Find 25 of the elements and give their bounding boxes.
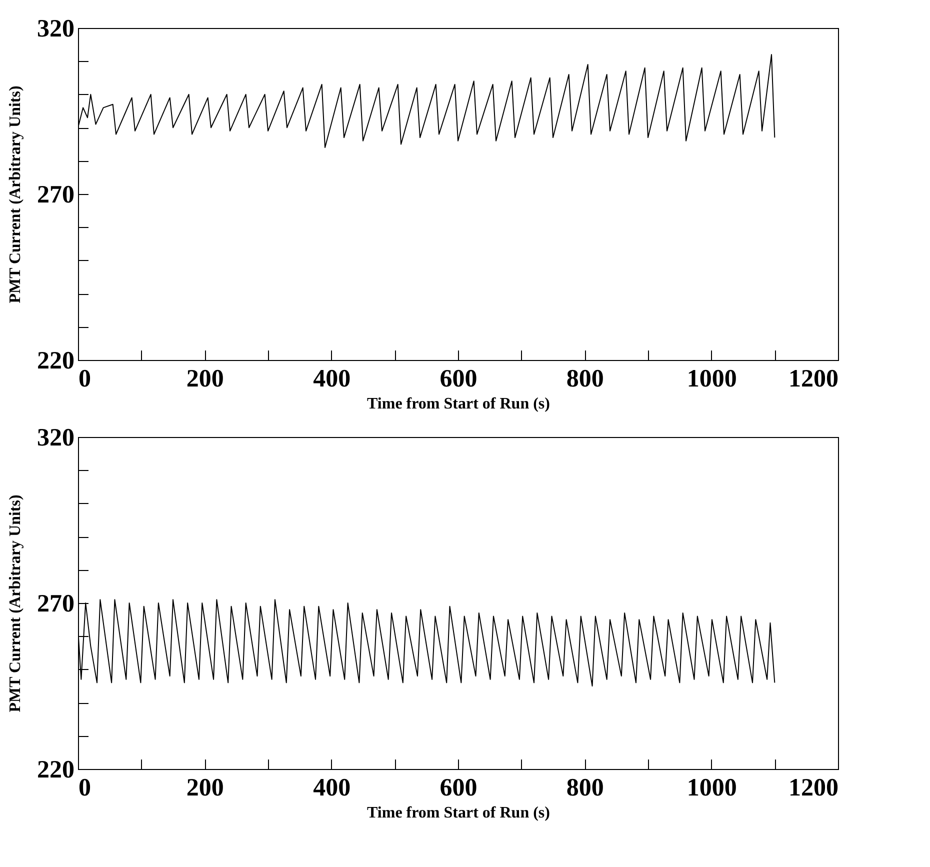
- x-tick-label: 400: [313, 774, 351, 802]
- x-tick-label: 1000: [686, 774, 737, 802]
- x-axis-title: Time from Start of Run (s): [367, 396, 550, 412]
- y-tick-label: 220: [37, 348, 74, 374]
- y-tick-label: 320: [37, 16, 74, 42]
- y-axis-title: PMT Current (Arbitrary Units): [7, 86, 24, 304]
- y-tick-label: 320: [37, 424, 74, 452]
- x-tick-label: 0: [78, 366, 91, 392]
- y-tick-label: 220: [37, 756, 74, 784]
- x-tick-label: 0: [78, 774, 91, 802]
- y-tick-label: 270: [37, 590, 74, 618]
- x-tick-label: 600: [440, 774, 478, 802]
- x-axis-title: Time from Start of Run (s): [367, 804, 550, 822]
- x-tick-label: 1000: [686, 366, 737, 392]
- x-tick-label: 200: [186, 366, 224, 392]
- x-tick-label: 600: [440, 366, 478, 392]
- x-tick-label: 800: [566, 774, 604, 802]
- x-tick-label: 800: [566, 366, 604, 392]
- x-tick-label: 1200: [788, 366, 838, 392]
- y-tick-label: 270: [37, 182, 74, 208]
- x-tick-label: 200: [186, 774, 224, 802]
- x-tick-label: 1200: [788, 774, 838, 802]
- line-series: [78, 599, 776, 686]
- x-tick-label: 400: [313, 366, 351, 392]
- y-axis-title: PMT Current (Arbitrary Units): [7, 494, 24, 712]
